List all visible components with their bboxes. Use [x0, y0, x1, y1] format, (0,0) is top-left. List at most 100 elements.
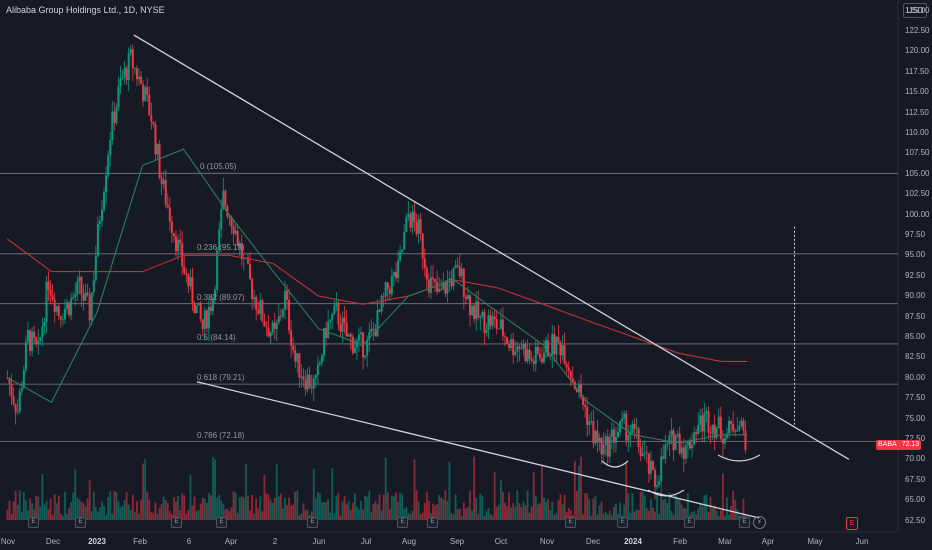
candle-body	[199, 302, 202, 320]
candle-body	[90, 292, 93, 321]
volume-bar	[664, 498, 667, 520]
candle-body	[598, 437, 601, 443]
volume-bar	[717, 515, 720, 520]
volume-bar	[195, 511, 198, 520]
volume-bar	[236, 512, 239, 520]
volume-bar	[419, 514, 422, 520]
volume-bar	[109, 491, 112, 520]
volume-bar	[179, 510, 182, 520]
candle-body	[728, 420, 731, 434]
dividend-event-marker[interactable]: E	[28, 517, 39, 528]
candle-body	[259, 300, 262, 314]
candle-body	[343, 317, 346, 323]
candle-body	[20, 387, 23, 392]
candle-body	[446, 279, 449, 294]
volume-bar	[358, 509, 360, 520]
candle-body	[582, 397, 585, 405]
dividend-event-marker[interactable]: E	[617, 517, 628, 528]
earnings-marker[interactable]: E	[846, 517, 858, 530]
candle-body	[100, 209, 103, 222]
candle-body	[164, 179, 167, 205]
volume-bar	[555, 512, 558, 520]
candle-body	[649, 461, 652, 474]
volume-bar	[594, 495, 597, 520]
candle-body	[557, 336, 560, 343]
candle-body	[84, 292, 87, 301]
candle-body	[152, 121, 155, 125]
dividend-event-marker[interactable]: E	[75, 517, 86, 528]
time-tick-label: Aug	[401, 537, 417, 546]
time-tick-label: May	[807, 537, 823, 546]
candle-body	[41, 326, 44, 338]
lightning-icon[interactable]: ⚡	[753, 516, 766, 529]
price-tick-label: 77.50	[905, 393, 926, 403]
candle-body	[310, 387, 313, 389]
dividend-event-marker[interactable]: E	[216, 517, 227, 528]
volume-bar	[99, 507, 101, 520]
candle-body	[378, 309, 381, 312]
volume-bar	[423, 503, 426, 520]
candle-body	[563, 345, 566, 365]
candle-body	[682, 447, 685, 459]
candle-body	[479, 316, 482, 318]
candle-body	[292, 345, 295, 351]
dividend-event-marker[interactable]: E	[565, 517, 576, 528]
candle-body	[179, 239, 182, 244]
volume-bar	[173, 497, 175, 520]
volume-bar	[436, 504, 439, 520]
candle-body	[584, 404, 587, 407]
candle-body	[680, 447, 683, 454]
volume-bar	[639, 491, 642, 520]
volume-bar	[530, 506, 533, 520]
candle-body	[641, 453, 644, 457]
volume-bar	[199, 503, 202, 520]
volume-bar	[125, 492, 128, 520]
candle-body	[94, 256, 97, 281]
dividend-event-marker[interactable]: E	[171, 517, 182, 528]
dividend-event-marker[interactable]: E	[739, 517, 750, 528]
currency-selector[interactable]: USD	[903, 3, 927, 18]
volume-bar	[719, 510, 722, 520]
candle-body	[742, 420, 745, 431]
candle-body	[68, 302, 71, 316]
dividend-event-marker[interactable]: E	[397, 517, 408, 528]
price-tick-label: 92.50	[905, 270, 926, 280]
time-tick-label: 2	[272, 537, 278, 546]
candle-body	[534, 346, 537, 364]
candle-body	[327, 321, 330, 338]
candle-body	[49, 289, 52, 296]
volume-bar	[526, 490, 529, 520]
candle-body	[148, 94, 151, 116]
dividend-event-marker[interactable]: E	[684, 517, 695, 528]
candle-body	[411, 211, 414, 228]
candle-body	[431, 277, 434, 280]
dividend-event-marker[interactable]: E	[427, 517, 438, 528]
volume-bar	[430, 513, 432, 520]
volume-bar	[427, 501, 430, 520]
volume-bar	[232, 491, 235, 520]
volume-bar	[623, 504, 626, 520]
volume-bar	[8, 500, 11, 520]
volume-bar	[617, 513, 619, 520]
fib-level-label: 0.786 (72.18)	[197, 430, 245, 440]
volume-bar	[405, 507, 408, 520]
candle-body	[142, 84, 145, 102]
candle-body	[501, 319, 504, 337]
volume-bar	[255, 498, 258, 520]
volume-bar	[269, 499, 272, 520]
candle-body	[240, 243, 243, 260]
candle-body	[738, 425, 741, 430]
candle-body	[177, 239, 180, 252]
candle-body	[119, 78, 122, 87]
volume-bar	[230, 507, 233, 520]
volume-bar	[545, 502, 547, 520]
candle-body	[553, 334, 556, 355]
volume-bar	[641, 491, 644, 520]
candle-body	[55, 306, 58, 312]
volume-bar	[711, 508, 714, 520]
candle-body	[596, 430, 599, 443]
volume-bar	[111, 513, 114, 520]
candle-body	[454, 265, 457, 269]
dividend-event-marker[interactable]: E	[307, 517, 318, 528]
